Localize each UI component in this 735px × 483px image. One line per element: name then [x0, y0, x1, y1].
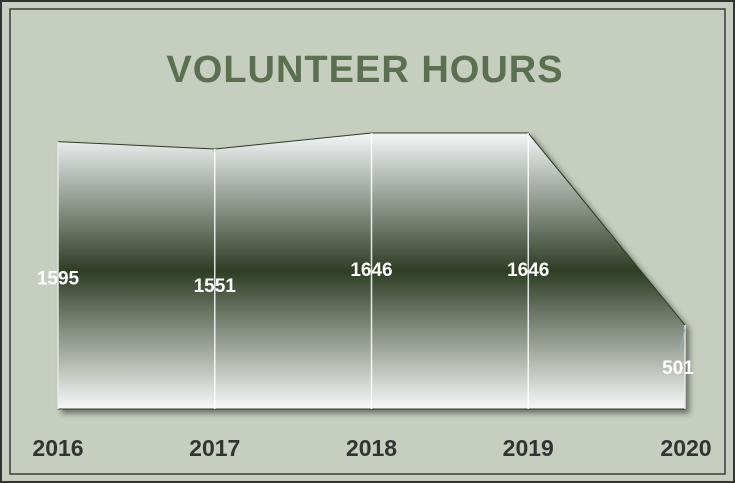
data-label: 1595 [37, 269, 80, 290]
x-tick-label: 2018 [346, 435, 397, 461]
inner-frame [9, 8, 726, 475]
x-tick-label: 2019 [503, 435, 554, 461]
x-tick-label: 2016 [32, 435, 83, 461]
x-tick-label: 2017 [189, 435, 240, 461]
data-label: 501 [662, 358, 694, 379]
x-tick-label: 2020 [660, 435, 711, 461]
chart-title: VOLUNTEER HOURS [166, 49, 563, 91]
data-label: 1646 [507, 260, 549, 281]
data-label: 1551 [194, 276, 237, 297]
data-label: 1646 [350, 260, 392, 281]
leader-line [678, 328, 686, 356]
